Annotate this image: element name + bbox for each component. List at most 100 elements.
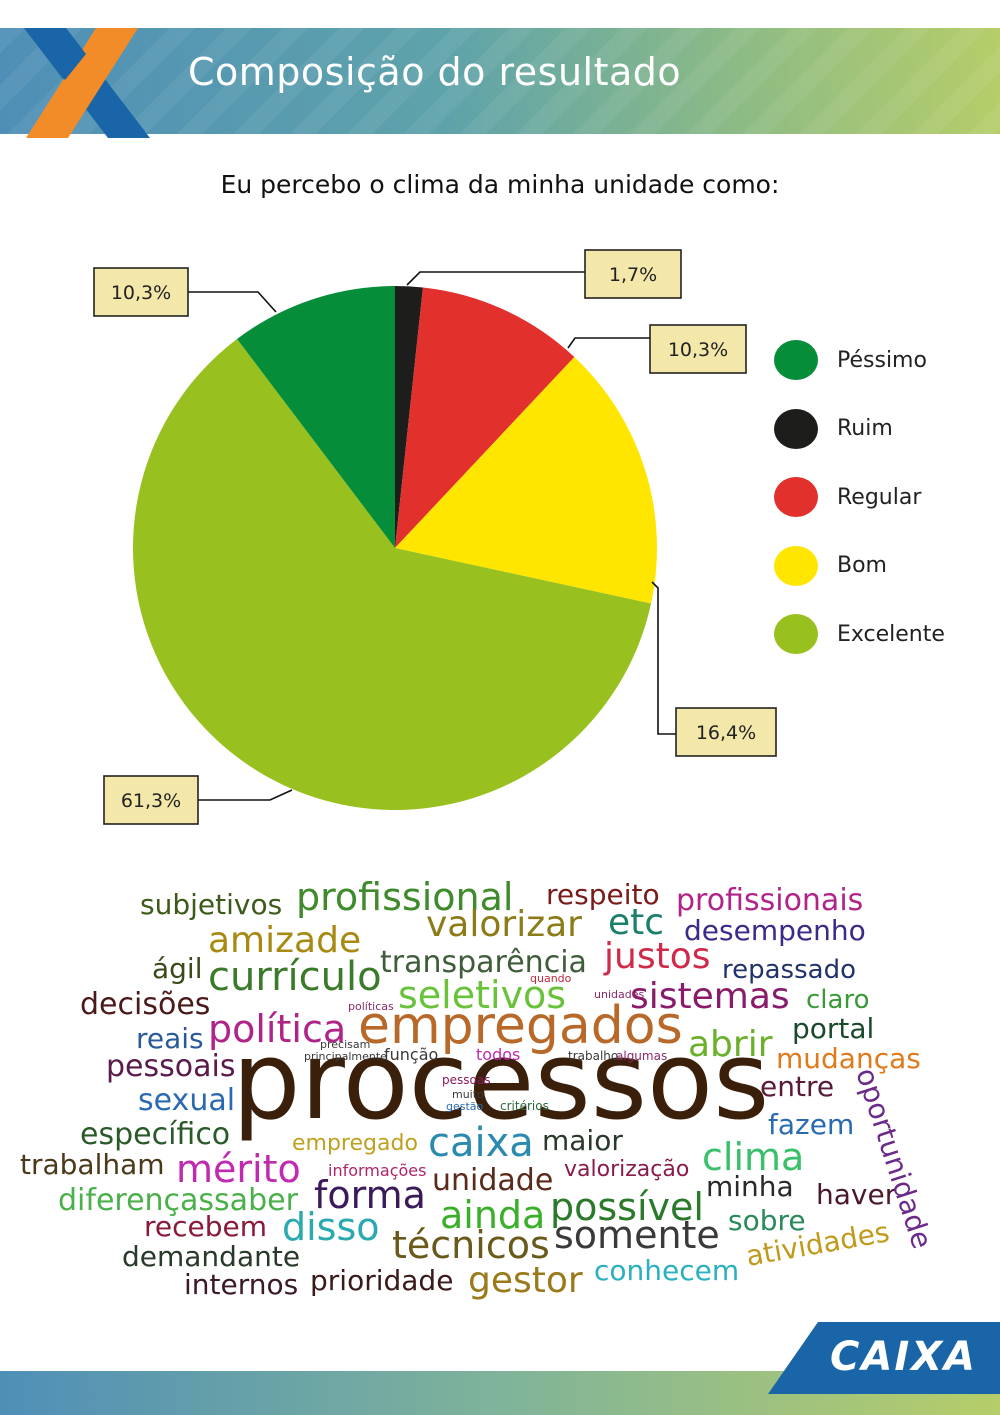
cloud-word: somente [554, 1213, 720, 1257]
header-banner [0, 28, 1000, 134]
data-label-box [93, 267, 189, 317]
cloud-word: empregados [358, 996, 683, 1056]
cloud-word: todos [476, 1045, 520, 1064]
page-title: Composição do resultado [188, 50, 682, 94]
chart-legend: Péssimo Ruim Regular Bom Excelente [774, 340, 945, 683]
data-label-box [103, 775, 199, 825]
legend-swatch [774, 545, 818, 586]
cloud-word: função [384, 1045, 438, 1064]
cloud-word: haver [816, 1178, 897, 1211]
cloud-word: trabalho [568, 1049, 618, 1063]
pie-chart: 10,3% 1,7% 10,3% 16,4% 61,3% [93, 249, 777, 825]
data-label-box [649, 324, 747, 374]
callout-leader-line [567, 337, 650, 349]
data-label-ruim: 1,7% [609, 264, 657, 286]
cloud-word: caixa [428, 1120, 534, 1166]
cloud-word: abrir [688, 1024, 773, 1065]
cloud-word: recebem [144, 1210, 267, 1243]
legend-item-ruim: Ruim [774, 408, 945, 449]
legend-swatch [774, 340, 818, 380]
cloud-word: principalmente [304, 1050, 387, 1063]
callout-leader-line [406, 271, 630, 286]
pie-slice-excelente [132, 338, 652, 811]
cloud-word: profissionais [676, 883, 863, 918]
legend-swatch [774, 477, 818, 517]
cloud-word: precisam [320, 1038, 370, 1051]
cloud-word: técnicos [392, 1223, 550, 1267]
cloud-word: mudanças [776, 1042, 921, 1075]
cloud-word: informações [328, 1161, 426, 1180]
cloud-word: amizade [208, 920, 361, 961]
pie-slice-regular [395, 287, 575, 548]
legend-label: Ruim [837, 416, 893, 441]
cloud-word: algumas [616, 1049, 667, 1063]
cloud-word: unidades [594, 988, 644, 1001]
data-label-box [675, 707, 777, 757]
cloud-word: fazem [768, 1108, 854, 1141]
cloud-word: transparência [380, 945, 587, 980]
cloud-word: sobre [728, 1204, 806, 1237]
legend-label: Bom [837, 553, 887, 578]
legend-item-regular: Regular [774, 477, 945, 517]
cloud-word: demandante [122, 1240, 300, 1273]
data-label-péssimo: 10,3% [111, 282, 171, 304]
cloud-word: desempenho [684, 914, 866, 947]
cloud-word: maior [542, 1124, 623, 1157]
cloud-word: possível [550, 1185, 704, 1229]
cloud-word: prioridade [310, 1264, 453, 1297]
cloud-word: valorizar [426, 904, 582, 945]
data-label-regular: 10,3% [668, 339, 728, 361]
cloud-word: ágil [152, 952, 203, 985]
cloud-word: profissional [296, 875, 513, 919]
legend-label: Excelente [837, 621, 945, 647]
cloud-word: justos [603, 936, 710, 977]
caixa-badge [768, 1322, 1000, 1394]
data-label-excelente: 61,3% [121, 790, 181, 812]
cloud-word: internos [184, 1268, 298, 1301]
cloud-word: política [208, 1007, 346, 1051]
cloud-word: mérito [176, 1147, 301, 1191]
cloud-word: seletivos [398, 973, 566, 1017]
cloud-word: gestor [468, 1260, 583, 1301]
cloud-word: pessoas [442, 1073, 490, 1087]
cloud-word: minha [706, 1170, 794, 1203]
caixa-brand-logo: CAIXA [830, 1334, 977, 1380]
cloud-word: processos [232, 1019, 769, 1144]
cloud-word: valorização [564, 1157, 689, 1182]
cloud-word: diferençassaber [58, 1183, 299, 1218]
cloud-word: forma [314, 1173, 426, 1217]
legend-item-excelente: Excelente [774, 614, 945, 654]
legend-item-pessimo: Péssimo [774, 340, 945, 380]
chart-question: Eu percebo o clima da minha unidade como… [220, 170, 780, 199]
cloud-word: trabalham [20, 1148, 165, 1181]
legend-label: Péssimo [837, 347, 927, 373]
cloud-word: entre [760, 1070, 834, 1103]
callout-leader-line [651, 581, 676, 735]
legend-item-bom: Bom [774, 545, 945, 586]
cloud-word: claro [806, 985, 869, 1015]
pie-slice-péssimo [237, 286, 395, 548]
cloud-word: específico [80, 1117, 230, 1152]
cloud-word: políticas [348, 1000, 394, 1013]
cloud-word: subjetivos [140, 888, 282, 921]
cloud-word: conhecem [594, 1254, 739, 1287]
data-label-bom: 16,4% [696, 722, 756, 744]
cloud-word: etc [608, 902, 664, 943]
pie-slice-ruim [395, 286, 423, 548]
cloud-word: disso [282, 1205, 380, 1249]
cloud-word: pessoais [106, 1049, 235, 1084]
legend-swatch [774, 614, 818, 654]
pie-slice-bom [395, 357, 657, 604]
cloud-word: clima [702, 1135, 804, 1179]
cloud-word: gestão [446, 1100, 484, 1113]
data-label-box [584, 249, 682, 299]
cloud-word: unidade [432, 1163, 553, 1198]
callout-leader-line [198, 789, 293, 801]
caixa-x-logo-icon [24, 28, 150, 138]
cloud-word: currículo [208, 954, 382, 1000]
legend-label: Regular [837, 484, 922, 510]
cloud-word: sexual [138, 1083, 235, 1118]
cloud-word: muito [452, 1088, 484, 1101]
cloud-word: reais [136, 1022, 204, 1055]
